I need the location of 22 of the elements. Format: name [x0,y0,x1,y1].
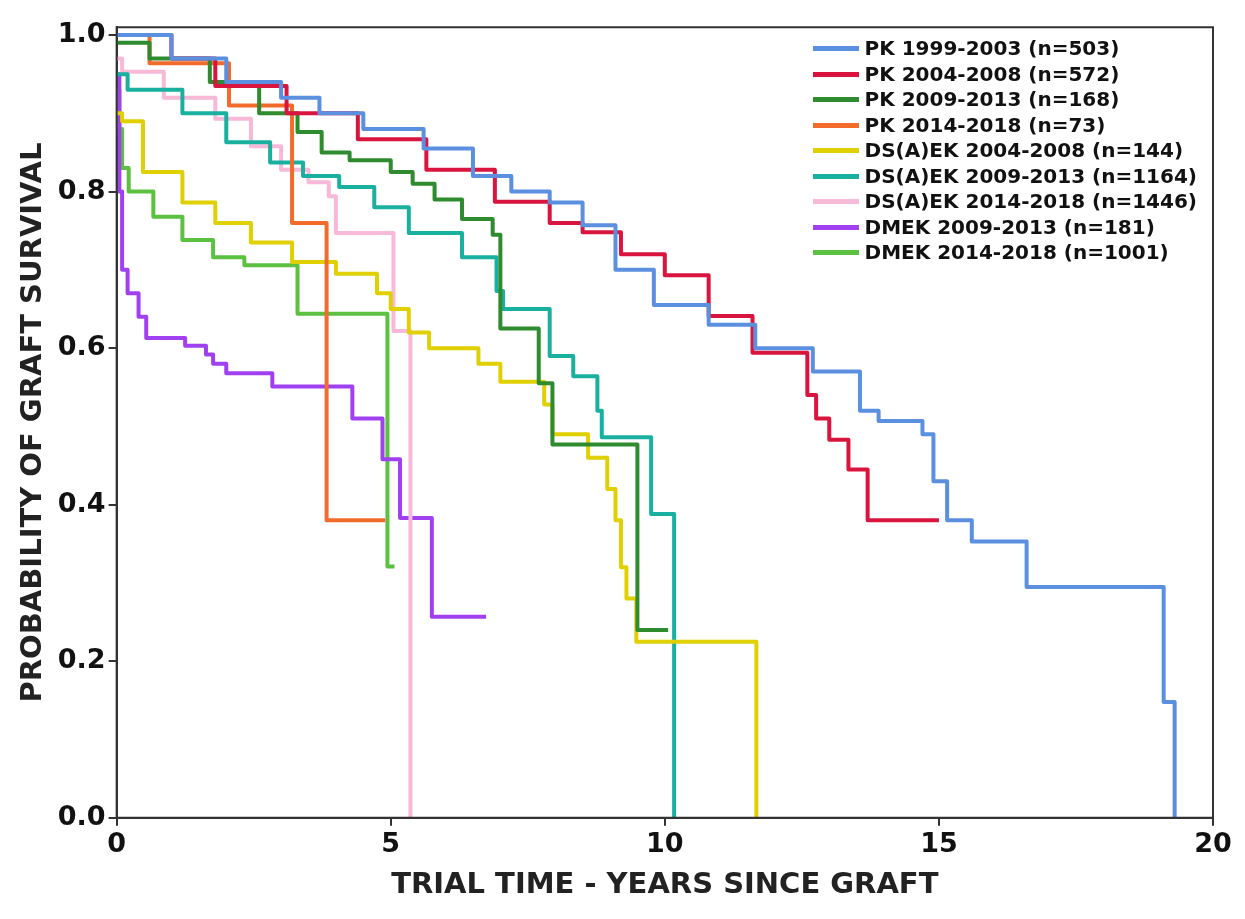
x-tick-label: 10 [646,827,684,859]
x-tick-label: 15 [920,827,958,859]
y-tick-label: 0.4 [57,486,106,518]
y-tick-label: 0.6 [57,330,106,362]
legend-label: DMEK 2014-2018 (n=1001) [864,240,1169,266]
x-tick-label: 5 [381,827,401,859]
legend-label: PK 1999-2003 (n=503) [864,36,1120,62]
y-tick-label: 0.0 [57,799,106,831]
y-tick-label: 0.2 [57,643,106,675]
y-tick-label: 0.8 [57,173,106,205]
legend-label: DS(A)EK 2014-2018 (n=1446) [864,189,1197,215]
y-axis-title: PROBABILITY OF GRAFT SURVIVAL [13,142,48,703]
legend-label: PK 2014-2018 (n=73) [864,112,1106,138]
y-tick-label: 1.0 [57,17,106,49]
x-tick-label: 20 [1194,827,1232,859]
x-axis-title: TRIAL TIME - YEARS SINCE GRAFT [391,866,939,901]
legend-label: DMEK 2009-2013 (n=181) [864,214,1155,240]
legend-label: DS(A)EK 2009-2013 (n=1164) [864,163,1197,189]
legend-label: PK 2004-2008 (n=572) [864,61,1120,87]
x-tick-label: 0 [107,827,127,859]
legend-label: DS(A)EK 2004-2008 (n=144) [864,138,1184,164]
legend-label: PK 2009-2013 (n=168) [864,87,1120,113]
